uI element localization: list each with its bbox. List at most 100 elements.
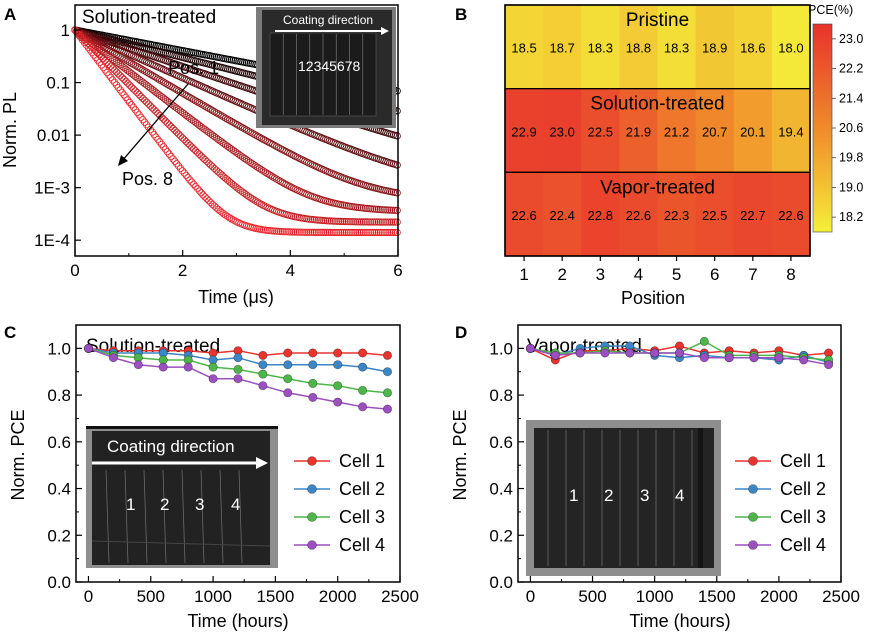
heat-cell-value: 22.3 [664,208,689,223]
pl-point [148,104,156,112]
series-point [308,392,318,402]
pl-point [173,86,181,94]
pl-point [210,108,218,116]
pl-point [161,145,169,153]
pl-point [190,145,198,153]
pl-point [94,56,102,64]
pl-point [323,217,332,225]
pl-point [156,76,164,84]
pl-point [107,62,115,70]
legend-marker [307,456,317,466]
pl-point [261,136,269,144]
pl-point [167,152,175,161]
series-cell-4 [525,343,834,370]
pl-point [92,53,100,62]
pl-point [210,202,218,210]
legend-label: Cell 3 [780,507,826,527]
inset-cell-dividers [547,430,693,566]
pl-point [261,168,269,176]
heat-cell-value: 23.0 [550,124,575,139]
x-tick-label: 2500 [381,587,419,606]
pl-point [372,218,381,226]
inset-cell-4: 4 [231,495,240,514]
y-tick-label: 0.1 [46,74,70,93]
colorbar-tick-label: 20.6 [839,121,863,135]
inset-divider [219,469,224,564]
pl-point [263,169,271,177]
x-tick-label: 0 [84,587,93,606]
pl-point [197,152,205,160]
pl-point [370,228,379,237]
y-tick-label: 1 [61,21,70,40]
pl-point [111,66,119,74]
pl-point [82,41,90,49]
pl-point [137,92,145,101]
x-tick-label: 5 [672,265,681,284]
pl-point [207,199,215,207]
y-tick-label: 0.2 [47,526,71,545]
heatmap-row-title: Pristine [626,10,689,31]
panel-d-legend: Cell 1 Cell 2 Cell 3 Cell 4 [735,451,826,555]
inset-divider [143,469,148,564]
pl-point [180,169,188,177]
pl-point [224,212,232,221]
pl-point [169,155,177,163]
pl-point [289,151,298,159]
series-point [674,348,684,358]
pl-point [195,187,203,195]
pl-point [141,67,149,75]
pl-point [248,129,256,137]
pl-point [229,216,237,224]
heatmap-row-title: Vapor-treated [600,177,715,198]
pl-point [139,66,147,74]
pl-point [359,218,367,226]
heat-cell-value: 18.7 [550,41,575,56]
pl-point [374,228,382,237]
pl-point [186,93,194,102]
pl-point [188,178,196,186]
pl-point [169,84,177,92]
pl-point [199,154,207,162]
pl-point [225,144,234,152]
series-point [283,388,293,398]
pl-point [152,74,160,82]
heat-cell [657,172,697,257]
pl-point [246,158,254,166]
pl-point [316,228,324,236]
inset-film [534,428,714,568]
pl-point [160,115,168,123]
pl-point [261,202,269,210]
pl-point [218,171,226,179]
pl-point [193,148,202,157]
pl-point [207,161,215,169]
pl-point [94,49,102,57]
pl-point [289,184,298,192]
series-point [824,360,834,370]
pl-point [353,218,362,226]
heat-cell [771,88,811,173]
y-tick-label: 1E-3 [34,179,70,198]
colorbar-tick-label: 18.2 [839,210,863,224]
panel-c-plot-area [84,343,392,414]
x-tick-label: 1 [519,265,528,284]
pl-point [220,140,228,148]
pl-point [318,228,326,236]
colorbar-tick-label: 23.0 [839,32,863,46]
pl-point [310,228,318,236]
panel-b-frame [504,4,811,257]
panel-d-xlabel: Time (hours) [629,611,730,631]
pl-point [255,199,264,207]
pl-point [338,228,347,237]
pl-point [148,128,156,136]
coating-arrow-head [381,27,389,35]
x-tick-label: 0 [526,587,535,606]
pl-point [350,228,358,237]
heat-cell-value: 22.4 [550,208,575,223]
inset-divider [105,469,110,564]
legend-marker [307,512,317,522]
heat-cell-value: 22.6 [778,208,803,223]
pl-point [178,167,186,175]
series-point [258,350,268,360]
pl-point [199,101,207,109]
